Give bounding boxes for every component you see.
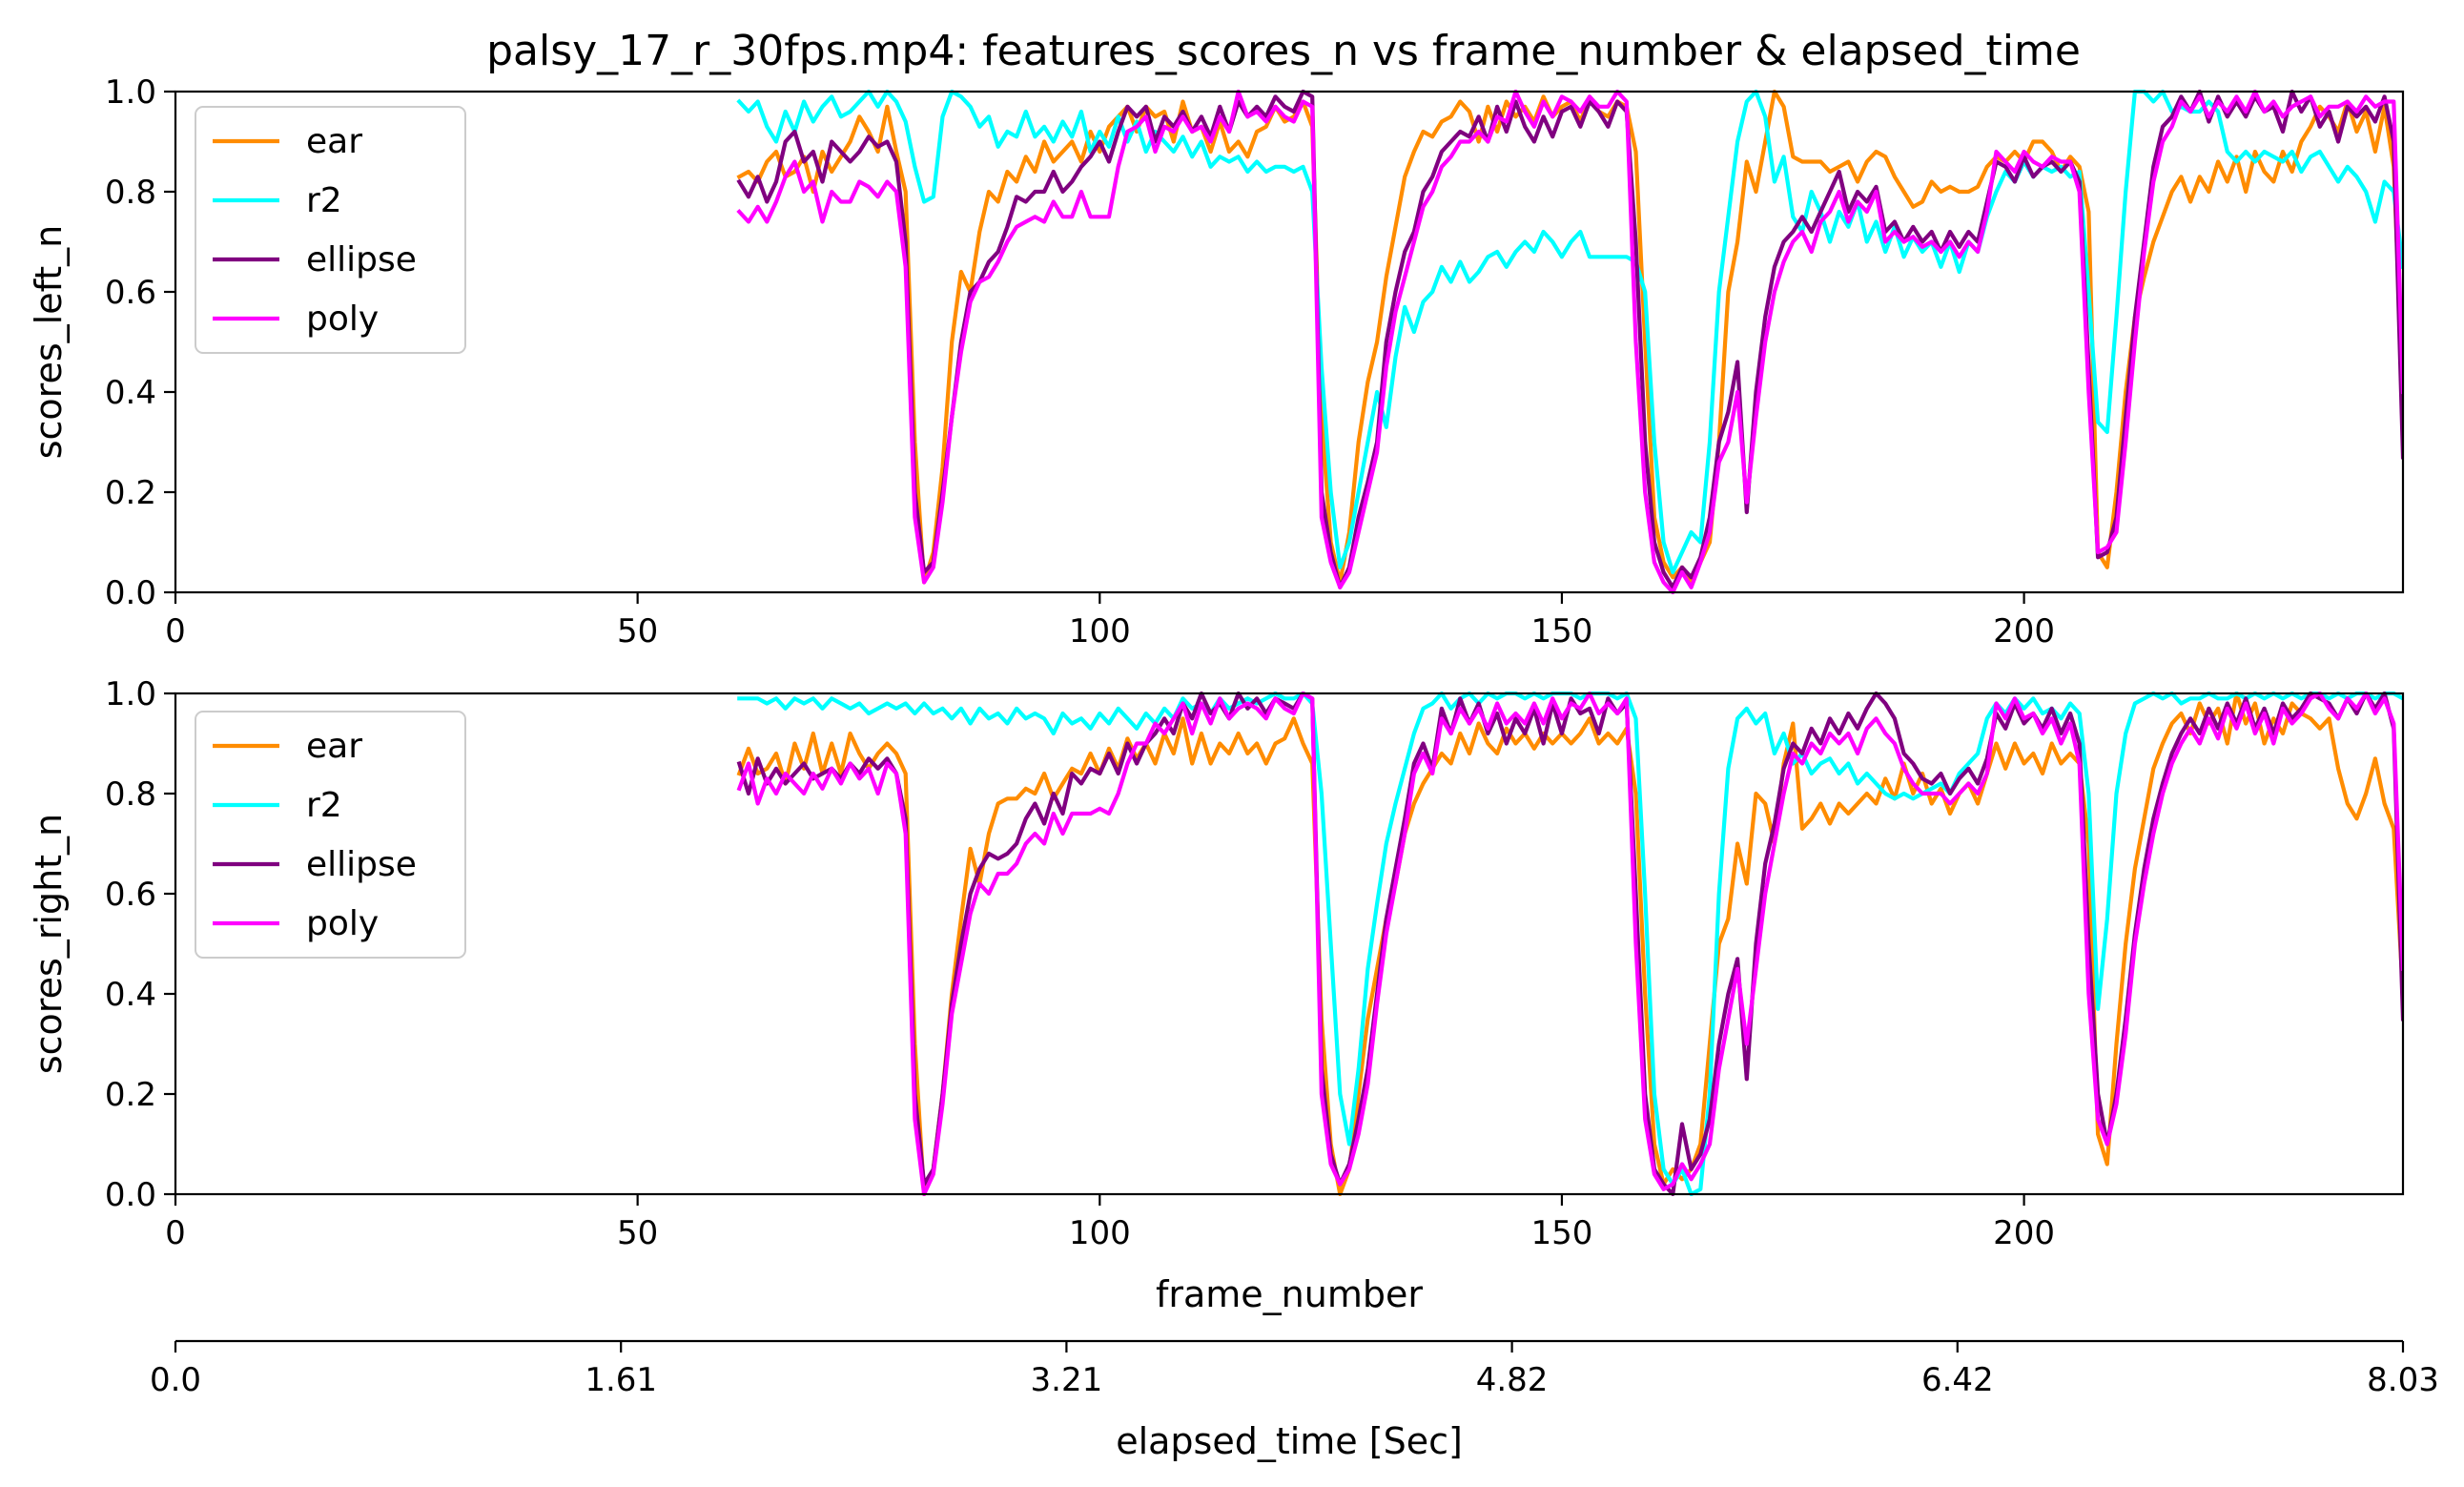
y-axis-label-left: scores_left_n xyxy=(28,225,70,460)
secondary-axis-label: elapsed_time [Sec] xyxy=(1116,1420,1463,1462)
y-tick-label-left: 0.4 xyxy=(105,374,156,412)
legend-label-poly: poly xyxy=(306,904,379,943)
secondary-tick-label: 3.21 xyxy=(1031,1361,1103,1399)
y-tick-label-right: 0.4 xyxy=(105,976,156,1014)
y-tick-label-right: 0.2 xyxy=(105,1076,156,1114)
panel-left: 0 50 100 150 200 0.0 0.2 0.4 0.6 0.8 1.0 scores_lef… xyxy=(28,73,2403,651)
legend-left: ear r2 ellipse poly xyxy=(195,107,465,353)
secondary-tick-label: 1.61 xyxy=(585,1361,657,1399)
secondary-tick-label: 4.82 xyxy=(1476,1361,1549,1399)
legend-label-ear: ear xyxy=(306,727,362,766)
legend-label-r2: r2 xyxy=(306,786,342,825)
x-axis-label-right: frame_number xyxy=(1156,1273,1423,1315)
y-tick-label-left: 0.2 xyxy=(105,474,156,512)
x-tick-label-right: 150 xyxy=(1530,1214,1592,1252)
secondary-tick-label: 8.03 xyxy=(2367,1361,2439,1399)
series-line-left-ellipse xyxy=(739,92,2403,588)
legend-label-ear: ear xyxy=(306,122,362,161)
axes-frame-left xyxy=(175,92,2403,592)
secondary-tick-label: 6.42 xyxy=(1921,1361,1994,1399)
y-tick-label-left: 0.6 xyxy=(105,274,156,312)
x-tick-label-right: 100 xyxy=(1069,1214,1131,1252)
x-tick-label-left: 50 xyxy=(617,612,658,651)
y-tick-label-left: 0.0 xyxy=(105,574,156,612)
x-tick-label-left: 0 xyxy=(165,612,186,651)
x-tick-label-left: 150 xyxy=(1530,612,1592,651)
axes-frame-right xyxy=(175,693,2403,1194)
y-tick-label-left: 1.0 xyxy=(105,73,156,112)
series-group-right xyxy=(739,693,2403,1194)
series-group-left xyxy=(739,92,2403,592)
y-tick-label-right: 0.8 xyxy=(105,775,156,814)
y-tick-label-right: 0.6 xyxy=(105,876,156,914)
x-tick-label-right: 50 xyxy=(617,1214,658,1252)
y-tick-label-right: 1.0 xyxy=(105,675,156,713)
legend-label-poly: poly xyxy=(306,299,379,339)
legend-label-ellipse: ellipse xyxy=(306,845,417,884)
panel-right: 0 50 100 150 200 0.0 0.2 0.4 0.6 0.8 1.0 scores_rig… xyxy=(28,675,2403,1315)
legend-label-r2: r2 xyxy=(306,181,342,220)
chart-title: palsy_17_r_30fps.mp4: features_scores_n … xyxy=(486,27,2081,75)
y-tick-label-left: 0.8 xyxy=(105,174,156,212)
legend-label-ellipse: ellipse xyxy=(306,240,417,279)
series-line-right-ear xyxy=(739,693,2403,1194)
secondary-time-axis: 0.0 1.61 3.21 4.82 6.42 8.03 elapsed_time [Sec… xyxy=(150,1341,2439,1462)
x-tick-label-right: 0 xyxy=(165,1214,186,1252)
y-axis-label-right: scores_right_n xyxy=(28,814,70,1074)
legend-right: ear r2 ellipse poly xyxy=(195,712,465,958)
x-tick-label-left: 100 xyxy=(1069,612,1131,651)
x-tick-label-left: 200 xyxy=(1993,612,2055,651)
secondary-tick-label: 0.0 xyxy=(150,1361,201,1399)
y-tick-label-right: 0.0 xyxy=(105,1176,156,1214)
x-tick-label-right: 200 xyxy=(1993,1214,2055,1252)
